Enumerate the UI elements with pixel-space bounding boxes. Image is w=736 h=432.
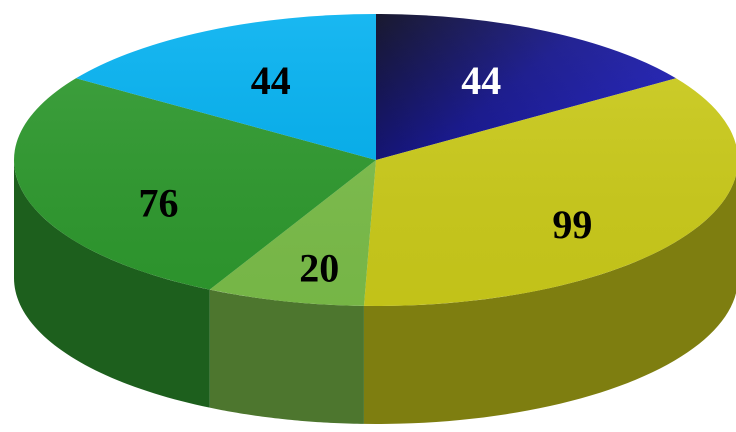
data-label-0: 44 xyxy=(461,58,501,103)
pie-data-labels: 44 99 20 76 44 xyxy=(139,58,593,291)
pie-top-sheen xyxy=(14,14,736,306)
data-label-2: 20 xyxy=(299,246,339,291)
pie-side-walls xyxy=(14,160,736,424)
data-label-4: 44 xyxy=(251,58,291,103)
data-label-1: 99 xyxy=(552,202,592,247)
pie-side-2 xyxy=(209,289,364,424)
pie-side-1 xyxy=(363,175,736,424)
data-label-3: 76 xyxy=(139,180,179,225)
pie-top-faces xyxy=(14,14,736,306)
pie-side-3 xyxy=(14,160,210,408)
